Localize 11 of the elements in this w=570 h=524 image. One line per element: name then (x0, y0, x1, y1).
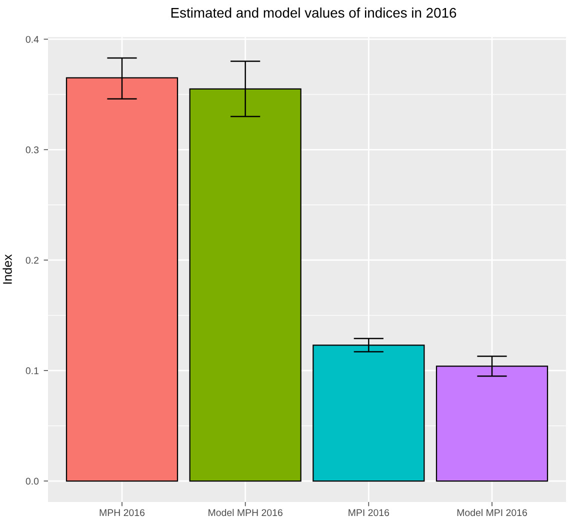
y-tick-label: 0.3 (26, 146, 39, 154)
y-tick-label: 0.4 (26, 36, 39, 43)
x-tick-label: Model MPH 2016 (208, 508, 282, 516)
y-tick-label: 0.1 (26, 367, 38, 374)
y-tick-label: 0.2 (26, 256, 38, 264)
x-tick-label: Model MPI 2016 (457, 508, 527, 516)
chart-title: Estimated and model values of indices in 2016 (171, 8, 456, 18)
x-tick-label: MPH 2016 (100, 509, 145, 516)
y-axis-title: Index (2, 254, 12, 284)
y-tick-label: 0.0 (26, 478, 39, 485)
x-tick-label: MPI 2016 (348, 509, 390, 516)
